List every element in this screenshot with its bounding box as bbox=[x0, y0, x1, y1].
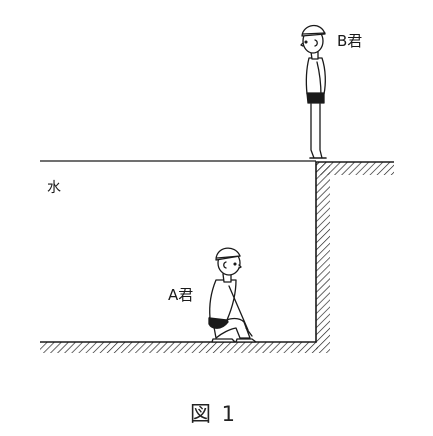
pool-outline bbox=[40, 161, 394, 343]
person-b-figure bbox=[300, 24, 327, 159]
label-water: 水 bbox=[47, 180, 61, 196]
pool-floor-hatch bbox=[40, 342, 318, 353]
person-a-figure bbox=[208, 247, 257, 343]
pool-wall-hatch bbox=[316, 162, 330, 353]
label-person-b: B君 bbox=[337, 32, 363, 50]
figure-caption: 図 1 bbox=[190, 402, 238, 426]
pool-deck-hatch bbox=[316, 162, 394, 175]
label-person-a: A君 bbox=[168, 286, 194, 304]
